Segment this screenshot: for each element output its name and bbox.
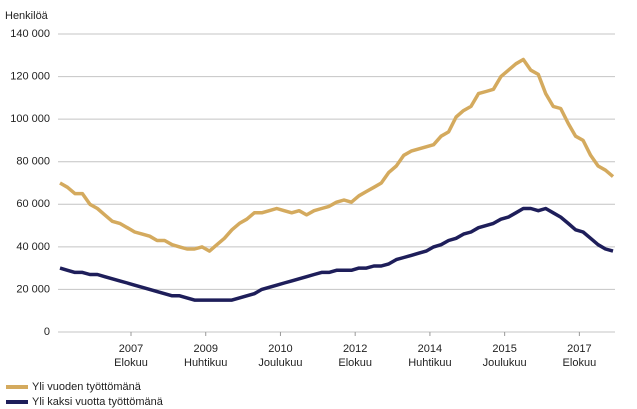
legend-label: Yli kaksi vuotta työttömänä xyxy=(32,396,164,408)
y-tick-label: 20 000 xyxy=(16,283,50,295)
legend-item: Yli vuoden työttömänä xyxy=(6,381,142,393)
x-tick-label: Joulukuu xyxy=(483,357,527,369)
x-tick-label: Joulukuu xyxy=(258,357,302,369)
x-tick-label: Huhtikuu xyxy=(408,357,451,369)
x-tick-label: 2012 xyxy=(343,343,367,355)
x-tick-label: Huhtikuu xyxy=(184,357,227,369)
data-line xyxy=(59,57,615,253)
y-tick-label: 40 000 xyxy=(16,241,50,253)
y-tick-label: 120 000 xyxy=(10,70,50,82)
x-tick-label: 2017 xyxy=(567,343,591,355)
x-tick-label: 2007 xyxy=(119,343,143,355)
legend-item: Yli kaksi vuotta työttömänä xyxy=(6,396,164,408)
legend-label: Yli vuoden työttömänä xyxy=(32,381,142,393)
y-tick-label: 140 000 xyxy=(10,28,50,40)
data-line xyxy=(59,206,614,302)
x-tick-label: Elokuu xyxy=(114,357,148,369)
x-tick-label: 2010 xyxy=(268,343,292,355)
x-tick-label: 2014 xyxy=(418,343,442,355)
y-axis-label: Henkilöä xyxy=(5,10,49,22)
x-tick-label: 2015 xyxy=(492,343,516,355)
y-tick-label: 0 xyxy=(44,326,50,338)
y-tick-label: 80 000 xyxy=(16,156,50,168)
y-tick-label: 60 000 xyxy=(16,198,50,210)
x-tick-label: 2009 xyxy=(193,343,217,355)
y-tick-label: 100 000 xyxy=(10,113,50,125)
x-tick-label: Elokuu xyxy=(338,357,372,369)
x-tick-label: Elokuu xyxy=(563,357,597,369)
